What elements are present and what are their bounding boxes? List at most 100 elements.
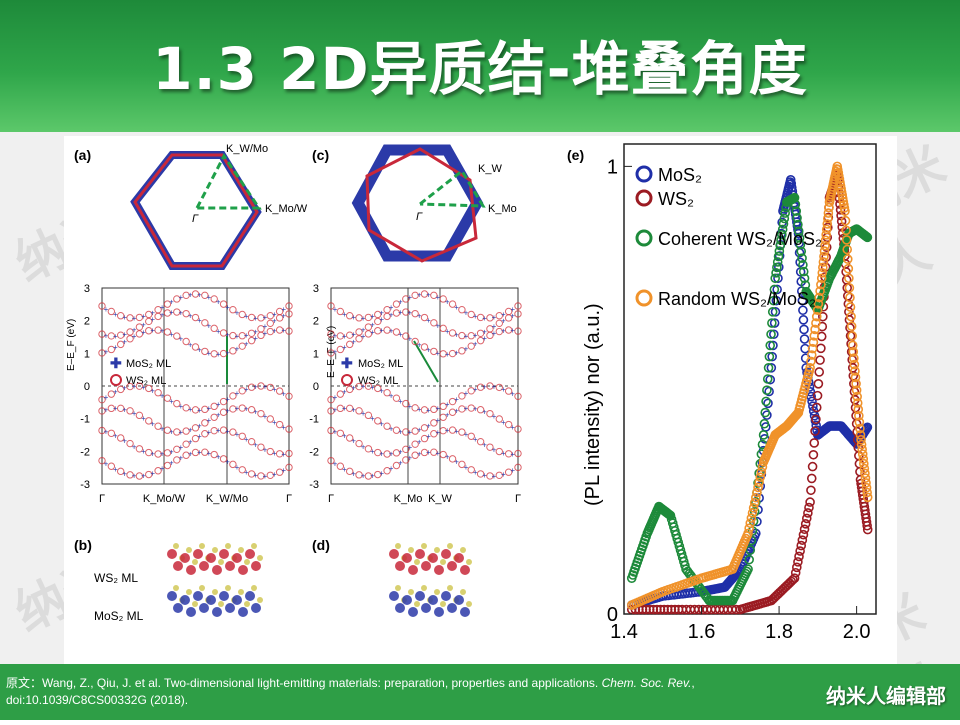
band-point-mos2: + bbox=[361, 409, 366, 418]
band-point-mos2: + bbox=[482, 334, 487, 343]
band-point-ws2 bbox=[467, 387, 475, 395]
pl-point bbox=[862, 232, 873, 243]
band-point-ws2 bbox=[163, 461, 172, 470]
pl-point bbox=[796, 540, 807, 551]
band-point-ws2 bbox=[247, 329, 256, 337]
band-point-ws2 bbox=[117, 404, 125, 413]
band-point-mos2: + bbox=[160, 424, 165, 433]
band-point-ws2 bbox=[107, 345, 116, 354]
band-point-mos2: + bbox=[104, 393, 109, 402]
band-point-ws2 bbox=[364, 330, 373, 338]
band-point-mos2: + bbox=[407, 309, 412, 318]
band-point-ws2 bbox=[486, 314, 494, 322]
band-point-ws2 bbox=[275, 326, 284, 334]
band-point-mos2: + bbox=[253, 334, 258, 343]
band-ytick: 3 bbox=[313, 283, 319, 295]
pl-point bbox=[659, 604, 669, 615]
atom bbox=[251, 561, 261, 571]
band-point-mos2: + bbox=[407, 443, 412, 452]
band-point-ws2 bbox=[355, 382, 363, 391]
atom bbox=[219, 549, 229, 559]
band-point-ws2 bbox=[514, 392, 522, 401]
pl-point bbox=[811, 318, 821, 328]
pl-point bbox=[770, 273, 781, 284]
band-point-ws2 bbox=[98, 426, 106, 435]
band-point-mos2: + bbox=[351, 330, 356, 339]
band-point-mos2: + bbox=[361, 332, 366, 341]
title-bar bbox=[0, 0, 960, 132]
band-point-ws2 bbox=[439, 350, 447, 358]
band-point-mos2: + bbox=[141, 472, 146, 481]
pl-point bbox=[850, 372, 861, 383]
band-point-ws2 bbox=[173, 456, 181, 464]
band-point-mos2: + bbox=[141, 312, 146, 321]
band-point-ws2 bbox=[327, 330, 335, 338]
band-point-ws2 bbox=[420, 313, 429, 322]
pl-point bbox=[756, 467, 767, 477]
band-point-ws2 bbox=[238, 342, 246, 350]
band-point-mos2: + bbox=[333, 405, 338, 414]
band-point-ws2 bbox=[191, 290, 200, 298]
band-point-mos2: + bbox=[398, 297, 403, 306]
pl-point bbox=[795, 546, 805, 556]
pl-point bbox=[854, 410, 864, 421]
pl-point bbox=[797, 535, 808, 545]
pl-point bbox=[753, 482, 763, 493]
pl-point bbox=[857, 444, 867, 455]
band-point-ws2 bbox=[117, 467, 125, 476]
band-point-mos2: + bbox=[216, 400, 221, 409]
legend-ws2: WS₂ ML bbox=[126, 375, 166, 387]
band-point-mos2: + bbox=[436, 428, 441, 437]
atom bbox=[460, 607, 470, 617]
band-point-ws2 bbox=[117, 385, 125, 394]
band-point-ws2 bbox=[210, 450, 218, 459]
atom bbox=[389, 591, 399, 601]
band-point-mos2: + bbox=[436, 416, 441, 425]
x-tick-label: 1.8 bbox=[765, 621, 793, 643]
pl-point bbox=[855, 430, 866, 440]
pl-point bbox=[776, 235, 786, 246]
band-point-ws2 bbox=[439, 295, 447, 303]
band-point-ws2 bbox=[107, 332, 116, 340]
band-point-ws2 bbox=[201, 347, 209, 356]
band-point-mos2: + bbox=[216, 452, 221, 461]
band-point-mos2: + bbox=[132, 442, 137, 451]
band-point-mos2: + bbox=[361, 382, 366, 391]
band-point-mos2: + bbox=[351, 469, 356, 478]
pl-point bbox=[803, 508, 813, 518]
band-ytick: -1 bbox=[309, 414, 319, 426]
band-point-ws2 bbox=[374, 417, 382, 425]
band-point-ws2 bbox=[201, 448, 209, 456]
pl-point bbox=[840, 206, 850, 216]
band-point-mos2: + bbox=[492, 446, 497, 455]
pl-point bbox=[807, 396, 817, 407]
pl-point bbox=[860, 468, 870, 479]
band-point-mos2: + bbox=[253, 407, 258, 416]
band-point-ws2 bbox=[364, 313, 373, 322]
band-point-ws2 bbox=[402, 308, 410, 316]
atom-s bbox=[434, 547, 440, 553]
band-point-mos2: + bbox=[188, 426, 193, 435]
pl-point bbox=[793, 219, 803, 230]
band-point-mos2: + bbox=[113, 404, 118, 413]
band-point-ws2 bbox=[182, 309, 190, 318]
band-point-mos2: + bbox=[178, 402, 183, 411]
band-point-mos2: + bbox=[225, 458, 230, 467]
band-point-mos2: + bbox=[244, 405, 249, 414]
band-point-mos2: + bbox=[197, 432, 202, 441]
pl-point bbox=[800, 519, 811, 529]
band-point-ws2 bbox=[495, 415, 503, 423]
pl-point bbox=[641, 604, 651, 615]
band-point-mos2: + bbox=[253, 327, 258, 336]
band-xtick: Γ bbox=[99, 493, 105, 505]
atom-model-b bbox=[167, 543, 263, 617]
pl-point bbox=[767, 307, 778, 317]
atom bbox=[173, 603, 183, 613]
band-point-ws2 bbox=[135, 445, 144, 453]
band-point-ws2 bbox=[374, 310, 382, 319]
atom bbox=[454, 553, 464, 563]
band-point-ws2 bbox=[430, 448, 438, 456]
band-point-ws2 bbox=[229, 428, 237, 436]
pl-point bbox=[811, 420, 821, 431]
band-point-ws2 bbox=[201, 419, 209, 427]
